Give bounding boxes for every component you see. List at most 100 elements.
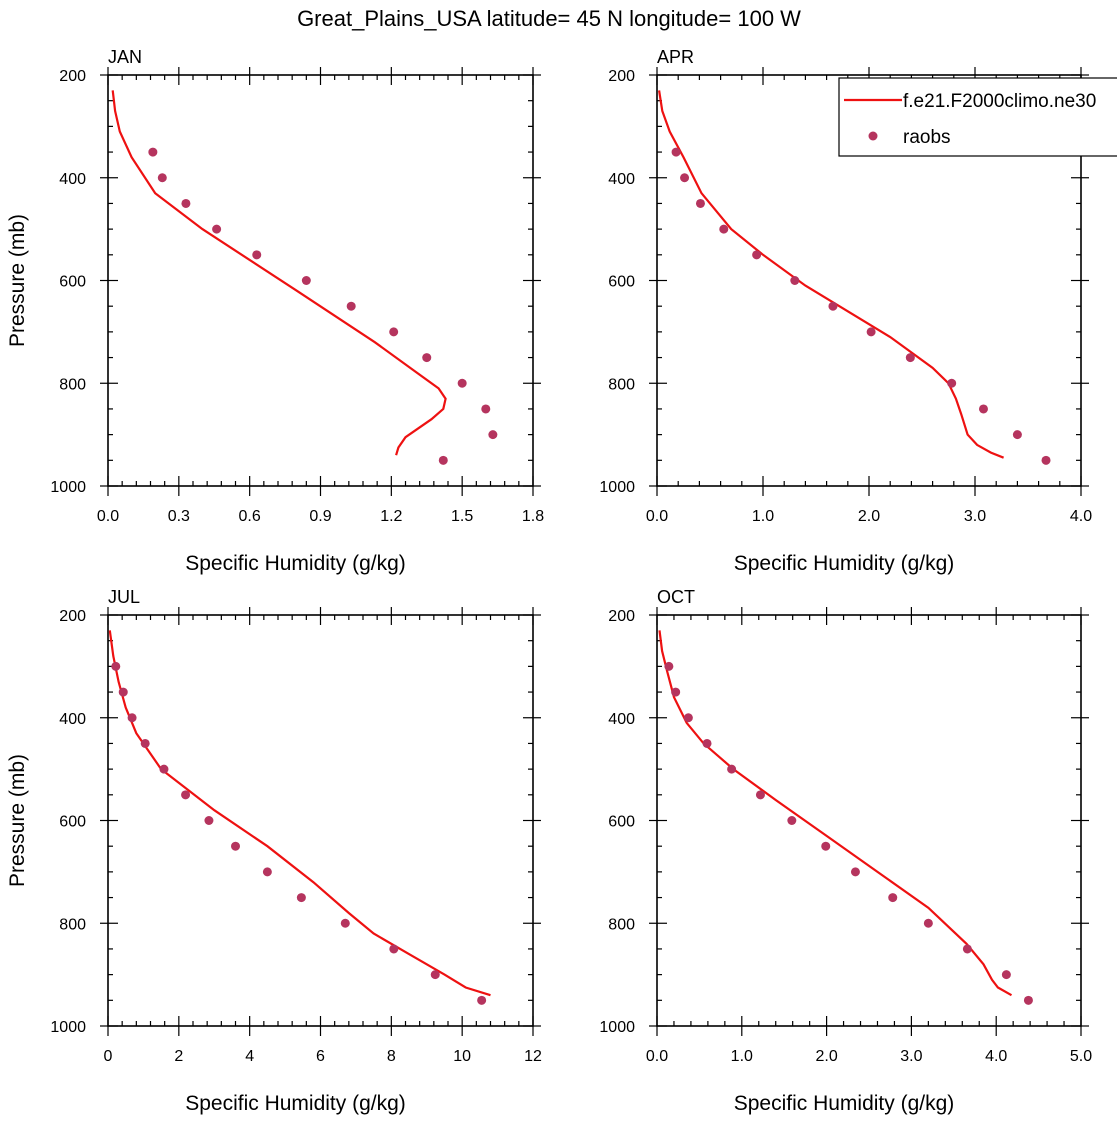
- y-tick-label: 600: [608, 814, 635, 831]
- y-axis-label: Pressure (mb): [6, 214, 29, 347]
- panel-jan: 200 400 600 800 1000 0.0 0.3 0.6 0.9 1.2 1.5 1.8 JAN…: [6, 47, 544, 575]
- raobs-point: [148, 147, 158, 157]
- raobs-point: [923, 918, 933, 928]
- raobs-point: [787, 816, 797, 825]
- raobs-point: [438, 455, 448, 465]
- raobs-point: [821, 841, 831, 851]
- y-tick-label: 800: [608, 916, 635, 933]
- raobs-point: [1001, 970, 1011, 980]
- x-tick-label: 6: [316, 1048, 325, 1065]
- panel-title: APR: [657, 47, 694, 67]
- panel-apr: 200 400 600 800 1000 0.0 1.0 2.0 3.0 4.0 APR Specif…: [599, 47, 1092, 575]
- y-tick-label: 1000: [599, 1019, 635, 1036]
- legend: f.e21.F2000climo.ne30 raobs: [838, 77, 1117, 157]
- x-tick-label: 0: [104, 1048, 113, 1065]
- y-tick-label: 1000: [50, 1019, 86, 1036]
- y-tick-label: 200: [59, 68, 86, 85]
- raobs-point: [888, 893, 898, 903]
- raobs-point: [346, 301, 356, 311]
- raobs-point: [905, 353, 915, 363]
- model-line: [658, 90, 1005, 459]
- panel-title: JUL: [108, 587, 140, 607]
- figure-title: Great_Plains_USA latitude= 45 N longitud…: [297, 6, 801, 31]
- raobs-point: [488, 430, 498, 440]
- x-tick-label: 2.0: [858, 508, 880, 525]
- plot-frame: [656, 614, 1082, 1027]
- y-tick-label: 800: [608, 376, 635, 393]
- x-axis-label: Specific Humidity (g/kg): [185, 552, 406, 575]
- raobs-point: [850, 867, 860, 877]
- raobs-point: [252, 250, 262, 260]
- raobs-point: [340, 918, 350, 928]
- y-axis-label: Pressure (mb): [6, 754, 29, 887]
- y-tick-label: 400: [59, 171, 86, 188]
- model-line: [111, 90, 447, 456]
- x-axis-label: Specific Humidity (g/kg): [734, 1092, 955, 1115]
- x-tick-label: 12: [524, 1048, 542, 1065]
- x-tick-label: 0.6: [239, 508, 261, 525]
- x-tick-label: 1.5: [451, 508, 473, 525]
- raobs-point: [828, 301, 838, 311]
- x-axis-label: Specific Humidity (g/kg): [185, 1092, 406, 1115]
- raobs-point: [978, 404, 988, 414]
- raobs-point: [430, 970, 440, 980]
- raobs-point: [680, 173, 690, 183]
- y-tick-label: 1000: [50, 479, 86, 496]
- x-tick-label: 1.0: [752, 508, 774, 525]
- panel-oct: 200 400 600 800 1000 0.0 1.0 2.0 3.0 4.0 5.0 OCT Spe…: [599, 587, 1092, 1115]
- raobs-point: [790, 276, 800, 285]
- x-tick-label: 3.0: [964, 508, 986, 525]
- raobs-point: [457, 378, 467, 388]
- raobs-point: [1041, 455, 1051, 465]
- x-tick-label: 0.0: [646, 1048, 668, 1065]
- y-tick-label: 800: [59, 916, 86, 933]
- raobs-point: [671, 147, 681, 157]
- x-tick-label: 3.0: [900, 1048, 922, 1065]
- y-tick-label: 400: [608, 711, 635, 728]
- raobs-point: [481, 404, 491, 414]
- x-tick-label: 2: [174, 1048, 183, 1065]
- legend-box: [838, 77, 1117, 157]
- raobs-point: [389, 327, 399, 337]
- y-tick-label: 200: [608, 608, 635, 625]
- raobs-point: [683, 713, 693, 723]
- y-tick-label: 200: [608, 68, 635, 85]
- raobs-point: [140, 738, 150, 748]
- x-tick-label: 0.9: [309, 508, 331, 525]
- y-tick-label: 800: [59, 376, 86, 393]
- raobs-point: [755, 790, 765, 800]
- raobs-point: [111, 661, 121, 671]
- y-tick-label: 1000: [599, 479, 635, 496]
- raobs-point: [727, 764, 737, 774]
- raobs-point: [296, 893, 306, 903]
- x-axis-label: Specific Humidity (g/kg): [734, 552, 955, 575]
- x-tick-label: 4.0: [985, 1048, 1007, 1065]
- x-tick-label: 0.0: [97, 508, 119, 525]
- raobs-point: [231, 841, 240, 851]
- raobs-point: [181, 790, 191, 800]
- raobs-point: [962, 944, 972, 954]
- y-tick-label: 400: [59, 711, 86, 728]
- x-tick-label: 8: [387, 1048, 396, 1065]
- raobs-point: [204, 816, 214, 825]
- legend-label-model: f.e21.F2000climo.ne30: [903, 91, 1096, 112]
- panel-jul: 200 400 600 800 1000 0 2 4 6 8 10 12 JUL Specific Hum…: [6, 587, 542, 1115]
- raobs-point: [159, 764, 169, 774]
- x-tick-label: 1.2: [380, 508, 402, 525]
- raobs-point: [127, 713, 137, 723]
- y-tick-label: 600: [59, 274, 86, 291]
- raobs-point: [702, 738, 712, 748]
- x-tick-label: 4.0: [1070, 508, 1092, 525]
- raobs-point: [695, 198, 705, 208]
- y-tick-label: 400: [608, 171, 635, 188]
- raobs-point: [477, 995, 487, 1005]
- x-tick-label: 0.0: [646, 508, 668, 525]
- raobs-point: [301, 276, 311, 285]
- raobs-point: [181, 198, 191, 208]
- raobs-point: [118, 687, 128, 697]
- raobs-point: [719, 224, 729, 234]
- x-tick-label: 10: [453, 1048, 471, 1065]
- y-tick-label: 600: [608, 274, 635, 291]
- plot-frame: [107, 74, 534, 487]
